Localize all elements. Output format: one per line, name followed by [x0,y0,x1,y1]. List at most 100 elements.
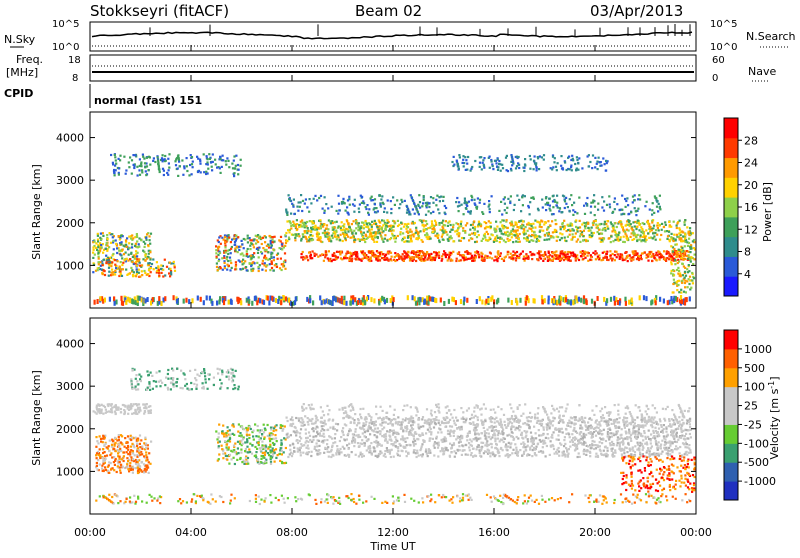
data-cell [393,220,395,222]
data-cell [619,258,621,260]
data-cell [253,439,255,441]
data-cell [127,460,129,462]
data-cell [241,426,243,428]
data-cell [229,260,231,262]
data-cell [253,262,255,264]
data-cell [562,222,564,224]
data-cell [212,161,214,163]
data-cell [257,429,259,431]
data-cell [199,163,201,165]
data-cell [624,198,626,200]
data-cell [215,430,217,432]
data-cell [100,438,102,440]
data-cell [145,174,147,176]
data-cell [126,466,128,468]
data-cell [290,222,292,224]
data-cell [247,457,249,459]
data-cell [543,258,545,260]
data-cell [238,246,240,248]
data-cell [248,434,250,436]
data-cell [119,466,121,468]
data-cell [261,263,263,265]
data-cell [233,160,235,162]
data-cell [309,298,311,303]
data-cell [569,230,571,232]
data-cell [143,463,145,465]
data-cell [233,457,235,459]
colorbar-tick-label: 24 [744,157,758,170]
data-cell [373,241,375,243]
data-cell [551,255,553,257]
data-cell [483,165,485,167]
data-cell [100,441,102,443]
data-cell [216,262,218,264]
data-cell [108,403,110,405]
data-cell [251,453,253,455]
data-cell [390,252,392,254]
data-cell [626,229,628,231]
data-cell [379,221,381,223]
data-cell [168,169,170,171]
data-cell [516,165,518,167]
data-cell [144,437,146,439]
data-cell [279,453,281,455]
data-cell [257,459,259,461]
data-cell [292,206,294,208]
data-cell [207,158,209,160]
data-cell [137,439,139,441]
data-cell [379,259,381,261]
data-cell [107,470,109,472]
data-cell [120,261,122,263]
data-cell [630,211,632,213]
data-cell [559,232,561,234]
data-cell [660,256,662,258]
data-cell [450,235,452,237]
data-cell [463,165,465,167]
data-cell [636,252,638,254]
data-cell [539,257,541,259]
data-cell [162,269,164,271]
data-cell [255,235,257,237]
data-cell [337,213,339,215]
data-cell [534,236,536,238]
data-cell [149,239,151,241]
data-cell [123,409,125,411]
data-cell [407,223,409,225]
data-cell [516,156,518,158]
data-cell [570,194,572,196]
data-cell [589,161,591,163]
data-cell [616,256,618,258]
data-cell [102,264,104,266]
data-cell [416,209,418,211]
data-cell [281,443,283,445]
data-cell [563,253,565,255]
data-cell [415,301,417,306]
data-cell [432,202,434,204]
data-cell [328,236,330,238]
data-cell [351,223,353,225]
data-cell [361,202,363,204]
data-cell [435,224,437,226]
data-cell [167,158,169,160]
data-cell [686,226,688,228]
data-cell [609,206,611,208]
data-cell [382,239,384,241]
data-cell [474,160,476,162]
data-cell [402,258,404,260]
data-cell [390,212,392,214]
data-cell [327,207,329,209]
data-cell [246,253,248,255]
colorbar-tick-label: 20 [744,179,758,192]
data-cell [111,407,113,409]
data-cell [94,300,96,305]
data-cell [490,226,492,228]
data-cell [676,289,678,291]
data-cell [443,301,445,306]
data-cell [363,224,365,226]
data-cell [240,159,242,161]
data-cell [425,224,427,226]
data-cell [146,165,148,167]
data-cell [102,232,104,234]
data-cell [507,240,509,242]
data-cell [471,238,473,240]
